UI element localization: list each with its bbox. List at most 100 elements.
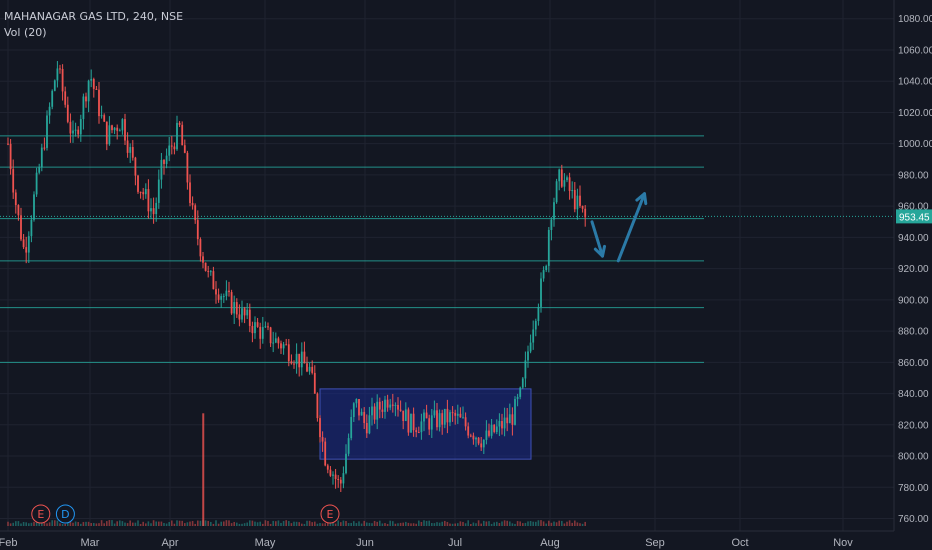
volume-bar — [527, 521, 529, 526]
candle-body — [77, 129, 80, 135]
price-axis[interactable] — [894, 0, 932, 550]
candle-body — [519, 387, 522, 397]
candle-body — [391, 404, 394, 406]
candle-body — [61, 68, 64, 92]
earnings-marker-icon[interactable] — [31, 504, 51, 524]
volume-bar — [574, 520, 576, 526]
dividend-marker-icon[interactable] — [55, 504, 75, 524]
volume-bar — [150, 523, 152, 526]
volume-bar — [173, 523, 176, 526]
volume-bar — [350, 522, 352, 526]
volume-bar — [275, 521, 277, 526]
range-box[interactable] — [319, 388, 532, 460]
candle-body — [43, 147, 46, 149]
volume-bar — [558, 520, 560, 526]
candle-body — [259, 326, 262, 339]
candle-body — [306, 363, 308, 372]
candle-body — [532, 329, 535, 343]
volume-bar — [412, 523, 415, 526]
candle-body — [111, 125, 113, 131]
candle-body — [87, 80, 90, 102]
candle-body — [397, 404, 399, 410]
candle-body — [303, 351, 306, 364]
volume-bar — [290, 523, 293, 526]
candle-body — [511, 414, 514, 425]
time-tick-label: Oct — [731, 537, 748, 549]
volume-bar — [477, 520, 480, 526]
volume-bar — [233, 521, 235, 526]
price-tick-label: 920.00 — [898, 264, 929, 275]
candle-body — [79, 119, 82, 135]
volume-bar — [524, 522, 527, 526]
candle-body — [12, 169, 15, 193]
candle-body — [280, 343, 282, 349]
volume-bar — [12, 522, 14, 526]
candle-body — [212, 271, 215, 290]
candle-body — [30, 219, 33, 237]
volume-bar — [319, 523, 321, 526]
volume-bar — [204, 520, 207, 526]
volume-bar — [217, 523, 220, 526]
volume-bar — [223, 521, 225, 526]
candle-body — [493, 424, 496, 432]
volume-bar — [353, 521, 355, 526]
volume-bar — [41, 522, 43, 526]
candle-body — [90, 79, 93, 81]
volume-bar — [360, 523, 363, 526]
volume-bar — [262, 523, 264, 526]
candle-body — [168, 145, 171, 156]
price-tick-label: 980.00 — [898, 170, 929, 181]
candle-body — [363, 411, 366, 423]
candle-body — [134, 157, 137, 176]
volume-bar — [113, 523, 116, 526]
event-marker-label: D — [61, 508, 69, 521]
candle-body — [209, 271, 212, 273]
volume-bar — [553, 521, 555, 526]
candle-body — [521, 378, 524, 388]
candle-body — [150, 208, 152, 212]
volume-bar — [358, 521, 360, 526]
candle-body — [9, 143, 12, 170]
candle-body — [394, 404, 397, 406]
volume-bar — [30, 522, 33, 526]
candle-body — [48, 106, 51, 116]
volume-bar — [176, 520, 178, 526]
volume-bar — [142, 521, 144, 526]
volume-bar — [220, 521, 222, 526]
candle-body — [264, 326, 267, 328]
trend-arrow[interactable] — [590, 220, 604, 258]
candle-body — [207, 270, 210, 272]
candle-body — [98, 89, 100, 117]
volume-bar — [568, 520, 571, 526]
volume-bar — [457, 523, 459, 526]
candle-body — [410, 413, 412, 433]
candle-body — [199, 239, 202, 257]
candle-body — [537, 306, 540, 321]
candle-body — [555, 181, 558, 203]
candle-body — [155, 202, 158, 215]
volume-bar — [392, 521, 394, 526]
candle-body — [285, 344, 288, 346]
trend-arrow[interactable] — [616, 192, 646, 263]
indicator-label: Vol (20) — [4, 26, 47, 39]
volume-bar — [301, 523, 303, 526]
volume-bar — [100, 520, 103, 526]
volume-bar — [485, 521, 488, 526]
volume-bar — [9, 523, 12, 526]
volume-bar — [251, 520, 254, 526]
volume-bar — [236, 522, 238, 526]
volume-bar — [126, 523, 129, 526]
candle-body — [181, 124, 184, 146]
candle-body — [144, 189, 147, 195]
candle-body — [503, 417, 506, 429]
earnings-marker-icon[interactable] — [320, 504, 340, 524]
price-tick-label: 780.00 — [898, 483, 929, 494]
candle-body — [51, 90, 54, 107]
volume-bar — [20, 523, 22, 526]
candle-body — [358, 399, 360, 416]
volume-bar — [82, 522, 85, 526]
price-tick-label: 1080.00 — [898, 14, 932, 25]
candle-body — [571, 190, 574, 192]
candle-body — [183, 145, 186, 153]
